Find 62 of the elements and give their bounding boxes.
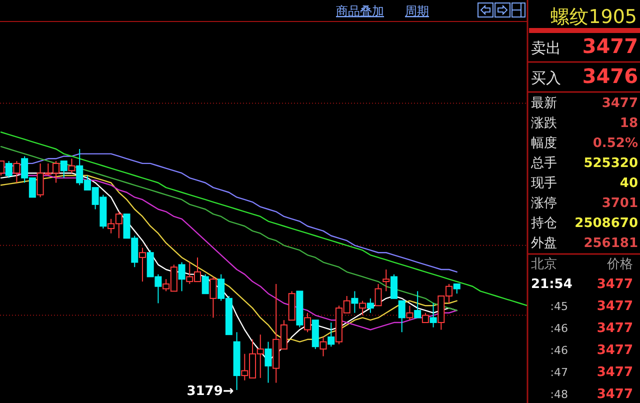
- candlestick: [202, 274, 209, 294]
- candlestick: [178, 262, 186, 292]
- text: 涨跌: [531, 116, 557, 131]
- candlestick: [138, 247, 146, 282]
- candlestick: [414, 290, 422, 318]
- text: :46: [550, 344, 568, 357]
- candlestick: [430, 302, 437, 328]
- text: 3477: [596, 387, 633, 402]
- text: 买入: [531, 69, 561, 87]
- candlestick: [359, 300, 366, 316]
- text: :45: [550, 300, 568, 313]
- text: 21:54: [531, 277, 572, 292]
- candlestick: [264, 341, 272, 384]
- text: 40: [620, 176, 638, 191]
- candlestick: [320, 336, 327, 357]
- candlestick: [328, 322, 335, 348]
- text: 卖出: [531, 39, 561, 57]
- text: 3477: [596, 277, 633, 292]
- text: 3477: [596, 365, 633, 380]
- text: 总手: [530, 156, 557, 171]
- candlestick: [210, 276, 217, 318]
- text: 涨停: [531, 196, 557, 211]
- text: 525320: [584, 156, 638, 171]
- candlestick: [374, 283, 382, 306]
- text: :47: [550, 366, 568, 379]
- candlestick: [390, 274, 398, 299]
- text: 商品叠加: [336, 4, 384, 18]
- text: :46: [550, 322, 568, 335]
- candlestick: [13, 160, 20, 184]
- text: 3477: [596, 343, 633, 358]
- text: 螺纹1905: [550, 6, 637, 28]
- text: 最新: [531, 96, 557, 111]
- candlestick: [351, 290, 358, 314]
- candlestick: [453, 283, 460, 294]
- text: 北京: [531, 257, 557, 272]
- text: 持仓: [531, 216, 557, 231]
- text: 3476: [582, 64, 638, 88]
- text: 现手: [531, 176, 557, 191]
- candlestick: [304, 312, 312, 333]
- candlestick: [366, 298, 374, 314]
- candlestick: [406, 305, 414, 321]
- candlestick: [5, 160, 12, 178]
- text: 3701: [602, 196, 638, 211]
- text: 2508670: [574, 216, 638, 231]
- candlestick: [422, 312, 429, 324]
- text: 3477: [596, 299, 633, 314]
- text: 256181: [584, 236, 638, 251]
- text: 幅度: [531, 135, 557, 151]
- text: 3477: [602, 96, 638, 111]
- text: :48: [550, 388, 568, 401]
- candlestick: [68, 158, 76, 174]
- text: 外盘: [531, 236, 557, 251]
- text: 18: [620, 116, 638, 131]
- text: 3477: [596, 321, 633, 336]
- text: 0.52%: [592, 136, 638, 151]
- candlestick: [60, 160, 68, 178]
- candlestick: [382, 269, 390, 292]
- text: 周期: [405, 4, 429, 18]
- text: 3477: [582, 34, 638, 58]
- text: 价格: [606, 257, 633, 272]
- candlestick: [398, 300, 406, 333]
- annotation: 3179→: [186, 384, 234, 399]
